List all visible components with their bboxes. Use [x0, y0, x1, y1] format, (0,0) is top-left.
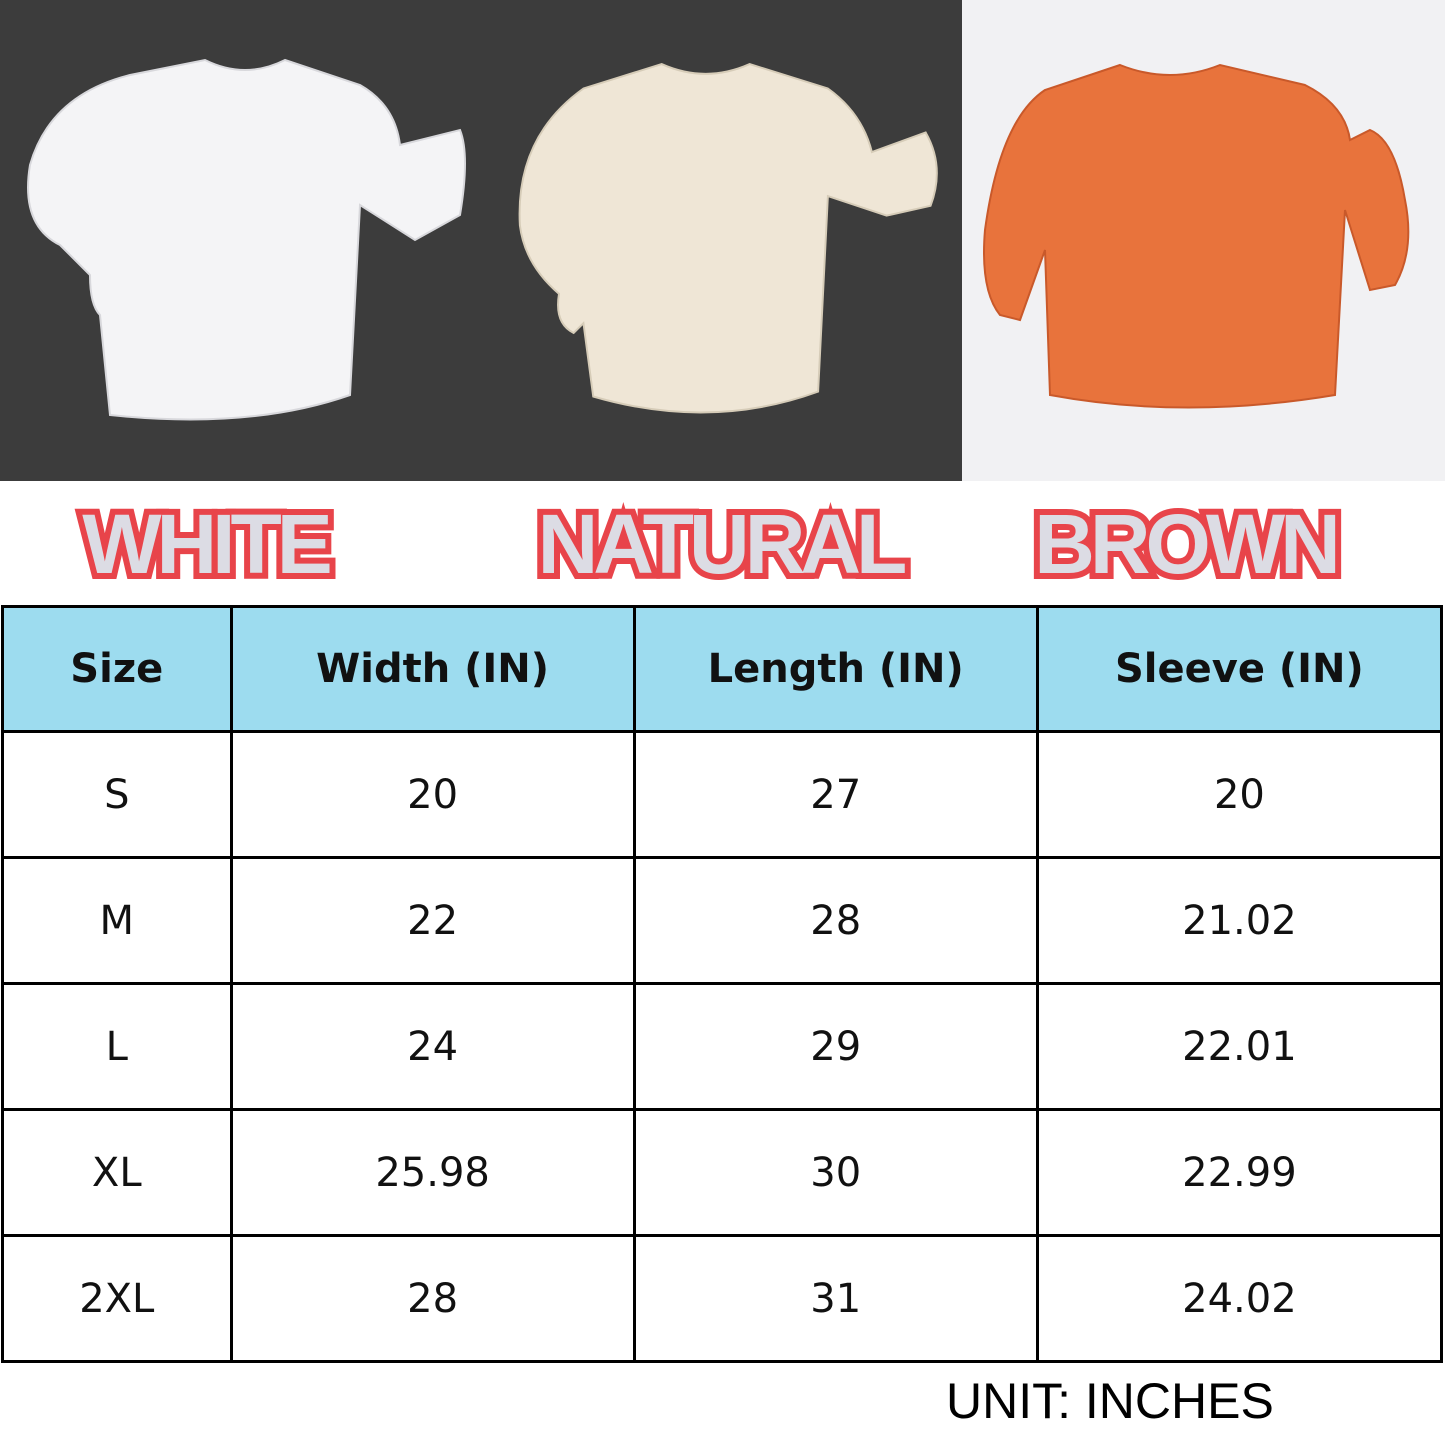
table-cell: 25.98	[229, 1108, 636, 1237]
white-sweatshirt-image	[27, 58, 466, 421]
size-chart-table: Size Width (IN) Length (IN) Sleeve (IN) S 20…	[1, 605, 1444, 1363]
table-row: M 22 28 21.02	[1, 856, 1444, 985]
unit-note: UNIT: INCHES	[946, 1373, 1274, 1429]
table-row: XL 25.98 30 22.99	[1, 1108, 1444, 1237]
table-cell: S	[1, 730, 233, 859]
table-cell: 27	[632, 730, 1039, 859]
column-header: Length (IN)	[632, 605, 1039, 733]
table-cell: 31	[632, 1234, 1039, 1363]
table-cell: 30	[632, 1108, 1039, 1237]
table-cell: 20	[1035, 730, 1444, 859]
color-label-brown: BROWN	[1028, 491, 1347, 597]
table-cell: 29	[632, 982, 1039, 1111]
table-cell: 21.02	[1035, 856, 1444, 985]
table-cell: 2XL	[1, 1234, 233, 1363]
column-header: Size	[1, 605, 233, 733]
color-label-natural: NATURAL	[532, 491, 914, 597]
table-cell: 28	[632, 856, 1039, 985]
table-cell: 22.01	[1035, 982, 1444, 1111]
table-cell: XL	[1, 1108, 233, 1237]
table-cell: 28	[229, 1234, 636, 1363]
table-cell: 22	[229, 856, 636, 985]
table-cell: 24	[229, 982, 636, 1111]
table-row: S 20 27 20	[1, 730, 1444, 859]
table-cell: M	[1, 856, 233, 985]
table-header-row: Size Width (IN) Length (IN) Sleeve (IN)	[1, 605, 1444, 733]
table-cell: 20	[229, 730, 636, 859]
color-label-white: WHITE	[76, 491, 339, 597]
column-header: Sleeve (IN)	[1035, 605, 1444, 733]
table-row: L 24 29 22.01	[1, 982, 1444, 1111]
table-row: 2XL 28 31 24.02	[1, 1234, 1444, 1363]
column-header: Width (IN)	[229, 605, 636, 733]
brown-sweatshirt-image	[983, 63, 1410, 409]
table-cell: 24.02	[1035, 1234, 1444, 1363]
table-cell: 22.99	[1035, 1108, 1444, 1237]
table-cell: L	[1, 982, 233, 1111]
natural-sweatshirt-image	[518, 63, 938, 414]
